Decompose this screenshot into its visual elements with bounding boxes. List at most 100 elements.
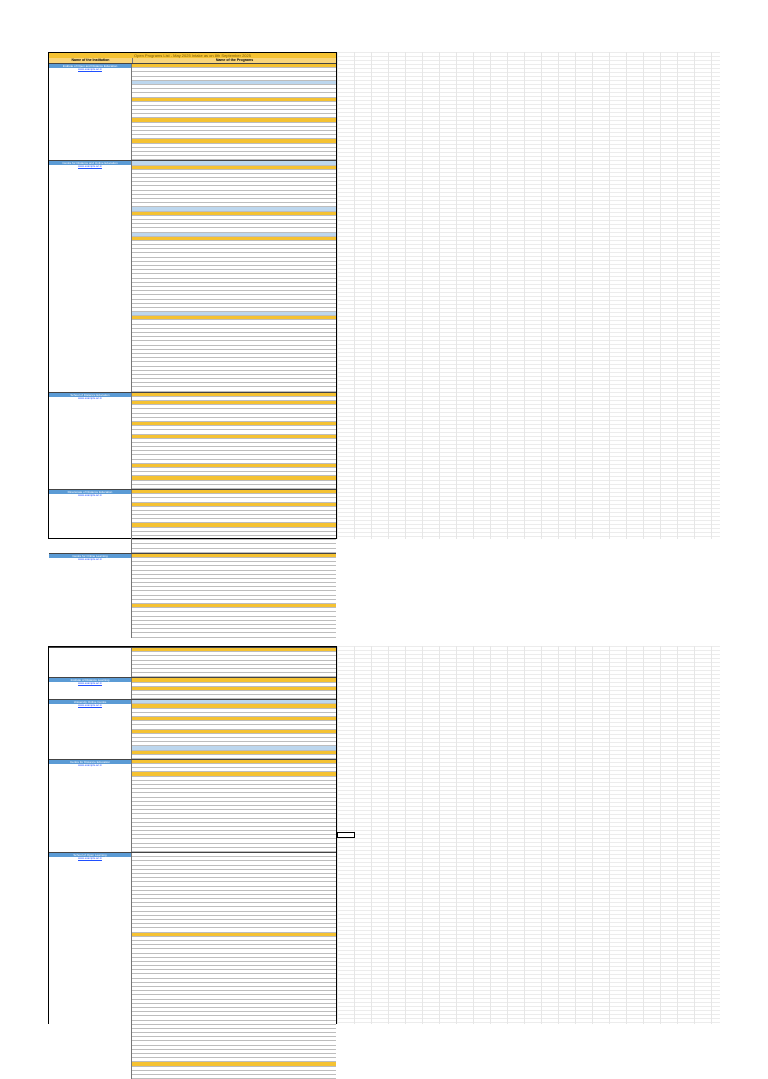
institution-link[interactable]: www.example.ac.in xyxy=(78,493,102,497)
program-row[interactable] xyxy=(132,511,336,516)
program-row[interactable] xyxy=(132,532,336,536)
program-row[interactable] xyxy=(132,683,336,687)
program-row[interactable] xyxy=(132,320,336,325)
program-row[interactable] xyxy=(132,785,336,790)
program-row[interactable] xyxy=(132,870,336,874)
program-row[interactable] xyxy=(132,325,336,329)
program-row[interactable] xyxy=(132,93,336,98)
program-row[interactable] xyxy=(132,1004,336,1008)
program-row[interactable] xyxy=(132,806,336,811)
program-row[interactable] xyxy=(132,72,336,77)
program-row[interactable] xyxy=(132,455,336,460)
program-row[interactable] xyxy=(132,612,336,617)
program-row[interactable] xyxy=(132,89,336,94)
program-row[interactable] xyxy=(132,608,336,613)
program-row[interactable] xyxy=(132,721,336,726)
program-row[interactable] xyxy=(132,583,336,588)
institution-link[interactable]: www.example.ac.in xyxy=(78,704,102,708)
program-row[interactable] xyxy=(132,253,336,258)
program-row[interactable] xyxy=(132,375,336,380)
category-row[interactable] xyxy=(132,97,336,102)
program-row[interactable] xyxy=(132,600,336,604)
program-row[interactable] xyxy=(132,371,336,375)
institution-link[interactable]: www.example.ac.in xyxy=(78,763,102,767)
program-row[interactable] xyxy=(132,579,336,584)
program-row[interactable] xyxy=(132,591,336,596)
program-row[interactable] xyxy=(132,970,336,975)
program-row[interactable] xyxy=(132,831,336,836)
program-row[interactable] xyxy=(132,912,336,916)
program-row[interactable] xyxy=(132,899,336,904)
category-row[interactable] xyxy=(132,523,336,528)
category-row[interactable] xyxy=(132,686,336,691)
program-row[interactable] xyxy=(132,768,336,773)
program-row[interactable] xyxy=(132,949,336,954)
program-row[interactable] xyxy=(132,443,336,448)
program-row[interactable] xyxy=(132,695,336,700)
subheader-row[interactable] xyxy=(132,312,336,317)
program-row[interactable] xyxy=(132,241,336,246)
program-row[interactable] xyxy=(132,337,336,342)
program-row[interactable] xyxy=(132,114,336,119)
program-row[interactable] xyxy=(132,414,336,418)
category-row[interactable] xyxy=(132,392,336,397)
program-row[interactable] xyxy=(132,755,336,759)
program-row[interactable] xyxy=(132,633,336,638)
program-row[interactable] xyxy=(132,191,336,195)
program-row[interactable] xyxy=(132,1008,336,1013)
program-row[interactable] xyxy=(132,941,336,946)
program-row[interactable] xyxy=(132,907,336,912)
program-row[interactable] xyxy=(132,507,336,511)
program-row[interactable] xyxy=(132,958,336,962)
program-row[interactable] xyxy=(132,308,336,313)
program-row[interactable] xyxy=(132,857,336,862)
program-row[interactable] xyxy=(132,266,336,271)
subheader-row[interactable] xyxy=(132,746,336,751)
program-row[interactable] xyxy=(132,85,336,90)
program-row[interactable] xyxy=(132,536,336,541)
program-row[interactable] xyxy=(132,874,336,879)
subheader-row[interactable] xyxy=(132,232,336,237)
program-row[interactable] xyxy=(132,673,336,678)
program-row[interactable] xyxy=(132,937,336,941)
cell-selection-box[interactable] xyxy=(337,832,355,838)
program-row[interactable] xyxy=(132,621,336,625)
program-row[interactable] xyxy=(132,409,336,414)
program-row[interactable] xyxy=(132,661,336,665)
program-row[interactable] xyxy=(132,625,336,630)
subheader-row[interactable] xyxy=(132,207,336,212)
program-row[interactable] xyxy=(132,350,336,354)
program-row[interactable] xyxy=(132,924,336,929)
program-row[interactable] xyxy=(132,562,336,567)
category-row[interactable] xyxy=(132,553,336,558)
program-row[interactable] xyxy=(132,1000,336,1004)
category-row[interactable] xyxy=(132,489,336,495)
category-row[interactable] xyxy=(132,772,336,777)
program-row[interactable] xyxy=(132,178,336,183)
program-row[interactable] xyxy=(132,341,336,346)
program-row[interactable] xyxy=(132,558,336,563)
program-row[interactable] xyxy=(132,827,336,832)
program-row[interactable] xyxy=(132,203,336,208)
category-row[interactable] xyxy=(132,604,336,609)
program-row[interactable] xyxy=(132,515,336,520)
program-row[interactable] xyxy=(132,789,336,794)
program-row[interactable] xyxy=(132,519,336,524)
program-row[interactable] xyxy=(132,224,336,229)
program-row[interactable] xyxy=(132,123,336,127)
program-row[interactable] xyxy=(132,966,336,971)
category-row[interactable] xyxy=(132,502,336,507)
category-row[interactable] xyxy=(132,118,336,123)
program-row[interactable] xyxy=(132,835,336,840)
institution-link[interactable]: www.example.ac.in xyxy=(78,396,102,400)
program-row[interactable] xyxy=(132,844,336,848)
program-row[interactable] xyxy=(132,549,336,553)
program-row[interactable] xyxy=(132,295,336,300)
program-row[interactable] xyxy=(132,270,336,275)
program-row[interactable] xyxy=(132,665,336,669)
category-row[interactable] xyxy=(132,165,336,170)
program-row[interactable] xyxy=(132,734,336,738)
program-row[interactable] xyxy=(132,358,336,363)
program-row[interactable] xyxy=(132,853,336,858)
program-row[interactable] xyxy=(132,738,336,743)
